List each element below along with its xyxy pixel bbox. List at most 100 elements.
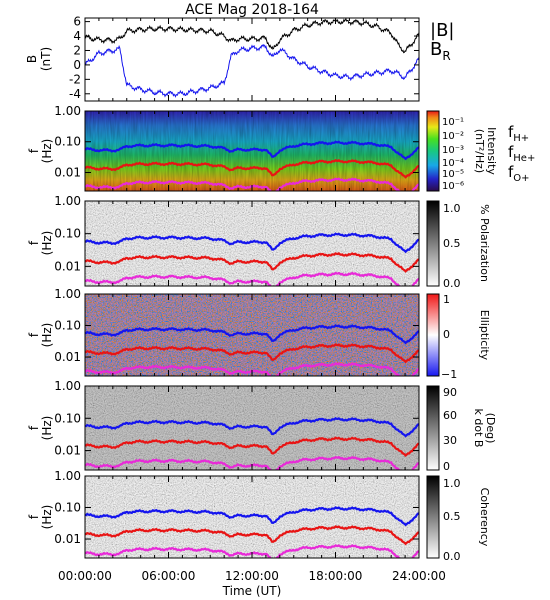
legend-br-label: B bbox=[430, 39, 442, 60]
field-y-tick-label: 4 bbox=[73, 29, 81, 43]
field-y-tick-label: -4 bbox=[69, 87, 81, 101]
intensity-cb-tick: 10⁻³ bbox=[442, 145, 464, 156]
kdotb-cb-tick: 60 bbox=[443, 409, 457, 422]
kdotb-cb-label: k dot B bbox=[472, 409, 485, 448]
freq-y-tick-label: 1.00 bbox=[54, 104, 81, 118]
x-tick-label: 00:00:00 bbox=[58, 569, 112, 583]
kdotb-cb-tick: 30 bbox=[443, 434, 457, 447]
polarization-cb-tick: 0.0 bbox=[443, 277, 461, 290]
b-magnitude-series bbox=[85, 18, 419, 54]
freq-y-tick-label: 1.00 bbox=[54, 194, 81, 208]
kdotb-spectrogram bbox=[85, 386, 419, 470]
legend-f-o: fO+ bbox=[508, 163, 530, 184]
intensity-colorbar bbox=[426, 110, 440, 192]
polarization-cb-label: % Polarization bbox=[478, 204, 491, 282]
f-h-series bbox=[85, 416, 419, 438]
freq-y-tick-label: 1.00 bbox=[54, 287, 81, 301]
f-he-series bbox=[85, 158, 419, 179]
x-tick-label: 18:00:00 bbox=[309, 569, 363, 583]
intensity-cb-tick: 10⁻⁵ bbox=[442, 169, 464, 180]
freq-y-tick-label: 0.10 bbox=[54, 319, 81, 333]
field-y-tick-label: -2 bbox=[69, 72, 81, 86]
kdotb-colorbar bbox=[426, 385, 440, 471]
ellipticity-spectrogram bbox=[85, 294, 419, 376]
kdotb-panel: 1.00 0.10 0.01 f (Hz) 90 60 30 0 k dot B (… bbox=[27, 379, 497, 473]
legend-f-he: fHe+ bbox=[508, 143, 535, 164]
legend-f-h-sub: H+ bbox=[513, 133, 529, 144]
freq-y-tick-label: 0.10 bbox=[54, 227, 81, 241]
intensity-cb-tick: 10⁻⁴ bbox=[442, 158, 464, 169]
polarization-cb-tick: 0.5 bbox=[443, 237, 461, 250]
f-he-series bbox=[85, 252, 419, 273]
x-tick-label: 12:00:00 bbox=[225, 569, 279, 583]
intensity-cb-unit: (nT²/Hz) bbox=[473, 129, 486, 173]
kdotb-cb-unit: (Deg) bbox=[484, 413, 497, 444]
field-y-tick-label: 0 bbox=[73, 58, 81, 72]
intensity-yunit: (Hz) bbox=[40, 139, 54, 164]
kdotb-cb-tick: 90 bbox=[443, 386, 457, 399]
ellipticity-cb-tick: 1 bbox=[443, 293, 450, 306]
coherency-cb-tick: 0.0 bbox=[443, 550, 461, 563]
freq-y-tick-label: 0.01 bbox=[54, 350, 81, 364]
f-h-series bbox=[85, 232, 419, 254]
coherency-colorbar bbox=[426, 475, 440, 559]
f-h-series bbox=[85, 324, 419, 345]
freq-y-tick-label: 0.01 bbox=[54, 259, 81, 273]
freq-y-tick-label: 0.01 bbox=[54, 532, 81, 546]
legend-f-o-sub: O+ bbox=[513, 173, 529, 184]
intensity-cb-tick: 10⁻¹ bbox=[442, 117, 464, 128]
ellipticity-cb-tick: 0 bbox=[443, 328, 450, 341]
polarization-ylabel: f bbox=[27, 240, 41, 245]
ellipticity-ylabel: f bbox=[27, 332, 41, 337]
freq-y-tick-label: 1.00 bbox=[54, 469, 81, 483]
ellipticity-cb-label: Ellipticity bbox=[478, 310, 491, 361]
coherency-cb-tick: 1.0 bbox=[443, 477, 461, 490]
x-tick-label: 24:00:00 bbox=[392, 569, 446, 583]
field-y-tick-label: 6 bbox=[73, 15, 81, 29]
f-h-series bbox=[85, 140, 419, 161]
polarization-yunit: (Hz) bbox=[40, 231, 54, 256]
ellipticity-colorbar bbox=[426, 293, 440, 377]
legend-br-sub: R bbox=[442, 49, 450, 63]
legend-b-magnitude: |B| bbox=[430, 20, 454, 41]
ellipticity-panel: 1.00 0.10 0.01 f (Hz) 1 0 −1 Ellipticity bbox=[27, 287, 491, 381]
polarization-cb-tick: 1.0 bbox=[443, 202, 461, 215]
intensity-panel: 1.00 0.10 0.01 f (Hz) 10⁻¹ 10⁻² 10⁻³ 10⁻⁴ … bbox=[27, 104, 535, 192]
polarization-colorbar bbox=[426, 200, 440, 287]
legend-br: BR bbox=[430, 39, 451, 63]
polarization-spectrogram bbox=[85, 201, 419, 286]
kdotb-yunit: (Hz) bbox=[40, 416, 54, 441]
freq-y-tick-label: 0.01 bbox=[54, 444, 81, 458]
coherency-yunit: (Hz) bbox=[40, 505, 54, 530]
legend-f-o-label: f bbox=[508, 163, 514, 181]
legend-f-he-label: f bbox=[508, 143, 514, 161]
coherency-cb-label: Coherency bbox=[478, 488, 491, 547]
kdotb-ylabel: f bbox=[27, 425, 41, 430]
figure-title: ACE Mag 2018-164 bbox=[185, 2, 319, 18]
legend-f-he-sub: He+ bbox=[513, 153, 535, 164]
f-he-series bbox=[85, 436, 419, 458]
f-h-series bbox=[85, 506, 419, 527]
f-he-series bbox=[85, 343, 419, 364]
br-series bbox=[85, 43, 419, 98]
legend-f-h: fH+ bbox=[508, 123, 529, 144]
coherency-cb-tick: 0.5 bbox=[443, 510, 461, 523]
field-ylabel: B bbox=[25, 55, 39, 63]
x-axis-label: Time (UT) bbox=[222, 584, 282, 598]
ellipticity-yunit: (Hz) bbox=[40, 323, 54, 348]
field-plot-area bbox=[85, 18, 419, 101]
f-he-series bbox=[85, 525, 419, 546]
legend-f-h-label: f bbox=[508, 123, 514, 141]
intensity-cb-tick: 10⁻⁶ bbox=[442, 181, 464, 192]
freq-y-tick-label: 1.00 bbox=[54, 379, 81, 393]
intensity-cb-label: Intensity bbox=[485, 127, 498, 175]
ellipticity-cb-tick: −1 bbox=[441, 368, 457, 381]
freq-y-tick-label: 0.10 bbox=[54, 135, 81, 149]
kdotb-cb-tick: 0 bbox=[443, 460, 450, 473]
polarization-panel: 1.00 0.10 0.01 f (Hz) 1.0 0.5 0.0 % Polari… bbox=[27, 194, 491, 290]
coherency-spectrogram bbox=[85, 476, 419, 558]
field-y-tick-label: 2 bbox=[73, 43, 81, 57]
freq-y-tick-label: 0.10 bbox=[54, 411, 81, 425]
